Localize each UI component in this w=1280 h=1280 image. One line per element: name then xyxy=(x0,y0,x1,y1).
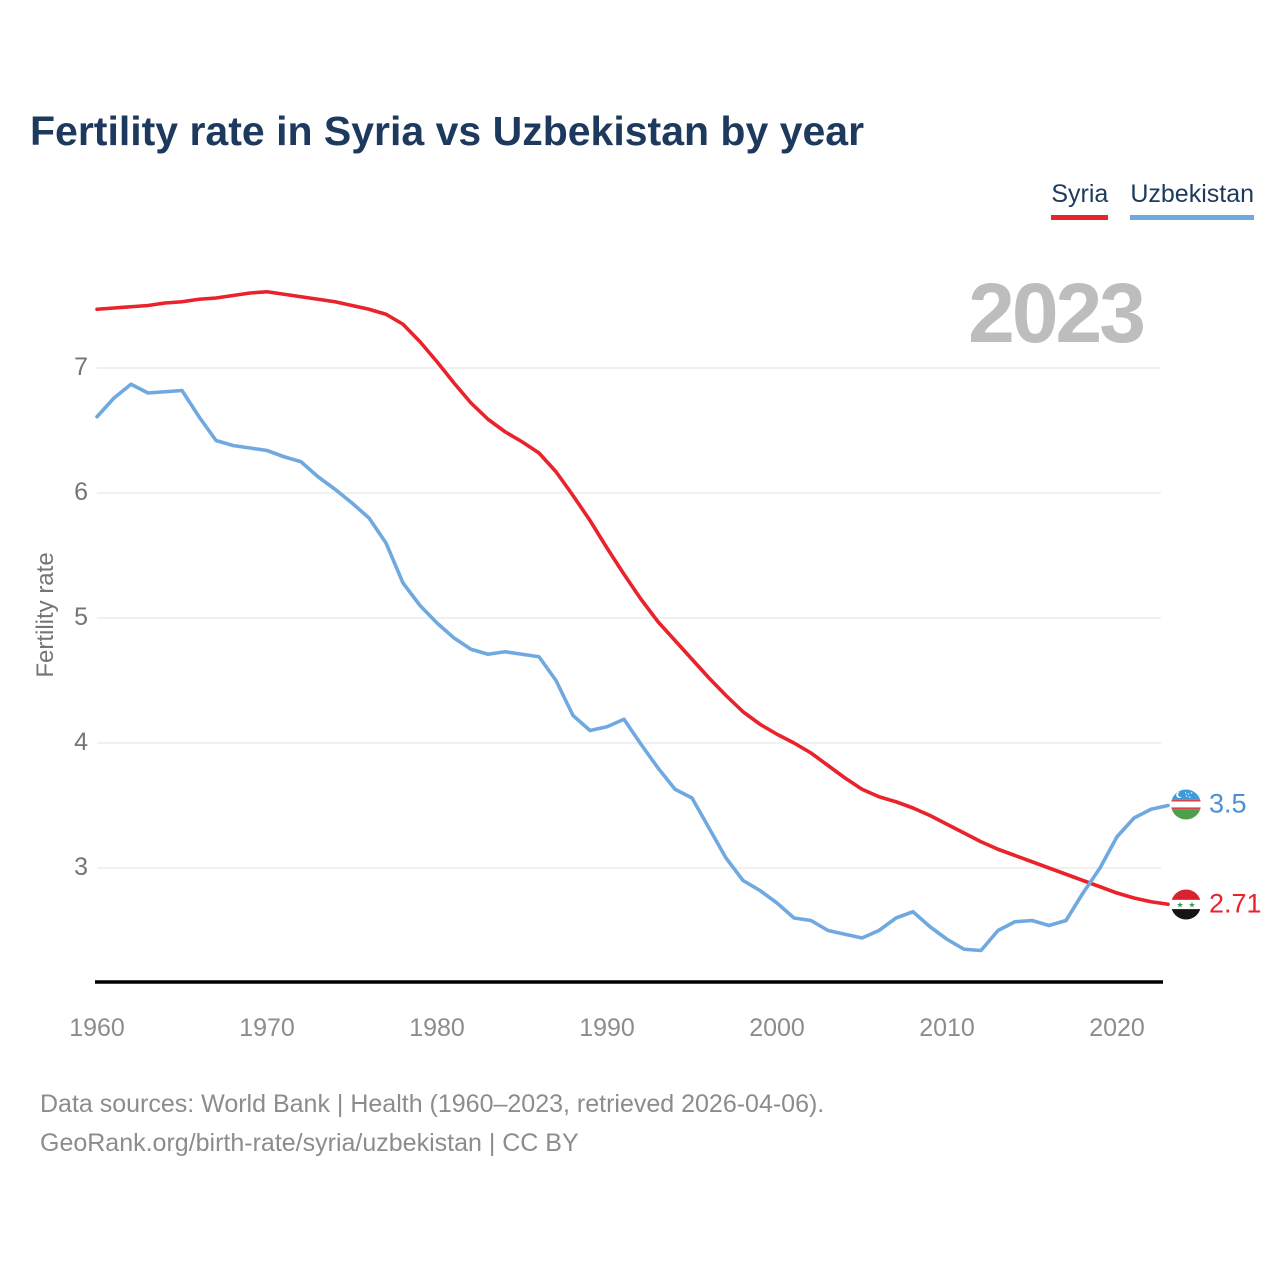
footer: Data sources: World Bank | Health (1960–… xyxy=(40,1085,824,1163)
y-tick-label: 5 xyxy=(74,602,88,631)
x-tick-label: 2020 xyxy=(1089,1014,1145,1042)
uzbekistan-end-label: 3.5 xyxy=(1171,789,1247,820)
y-tick-label: 6 xyxy=(74,477,88,506)
x-tick-label: 2000 xyxy=(749,1014,805,1042)
syria-end-value: 2.71 xyxy=(1209,888,1262,919)
svg-text:★: ★ xyxy=(1176,900,1183,909)
series-line-syria xyxy=(95,289,1170,907)
legend-item-syria[interactable]: Syria xyxy=(1051,180,1109,220)
syria-end-label: ★ ★ 2.71 xyxy=(1171,889,1262,920)
legend: Syria Uzbekistan xyxy=(1051,180,1254,220)
x-tick-label: 1990 xyxy=(579,1014,635,1042)
x-tick-label: 1980 xyxy=(409,1014,465,1042)
y-tick-label: 7 xyxy=(74,352,88,381)
svg-text:★: ★ xyxy=(1188,900,1195,909)
footer-attribution-line: GeoRank.org/birth-rate/syria/uzbekistan … xyxy=(40,1129,579,1157)
syria-flag-icon: ★ ★ xyxy=(1171,889,1201,919)
uzbekistan-end-value: 3.5 xyxy=(1209,788,1247,819)
y-tick-label: 4 xyxy=(74,727,88,756)
x-tick-label: 1970 xyxy=(239,1014,295,1042)
footer-source-line: Data sources: World Bank | Health (1960–… xyxy=(40,1090,825,1118)
legend-item-uzbekistan[interactable]: Uzbekistan xyxy=(1130,180,1254,220)
series-line-uzbekistan xyxy=(95,382,1170,953)
x-tick-label: 2010 xyxy=(919,1014,975,1042)
year-watermark: 2023 xyxy=(968,266,1146,360)
x-tick-label: 1960 xyxy=(69,1014,125,1042)
page-title: Fertility rate in Syria vs Uzbekistan by… xyxy=(30,108,865,154)
y-tick-label: 3 xyxy=(74,852,88,881)
uzbekistan-flag-icon xyxy=(1171,789,1201,819)
